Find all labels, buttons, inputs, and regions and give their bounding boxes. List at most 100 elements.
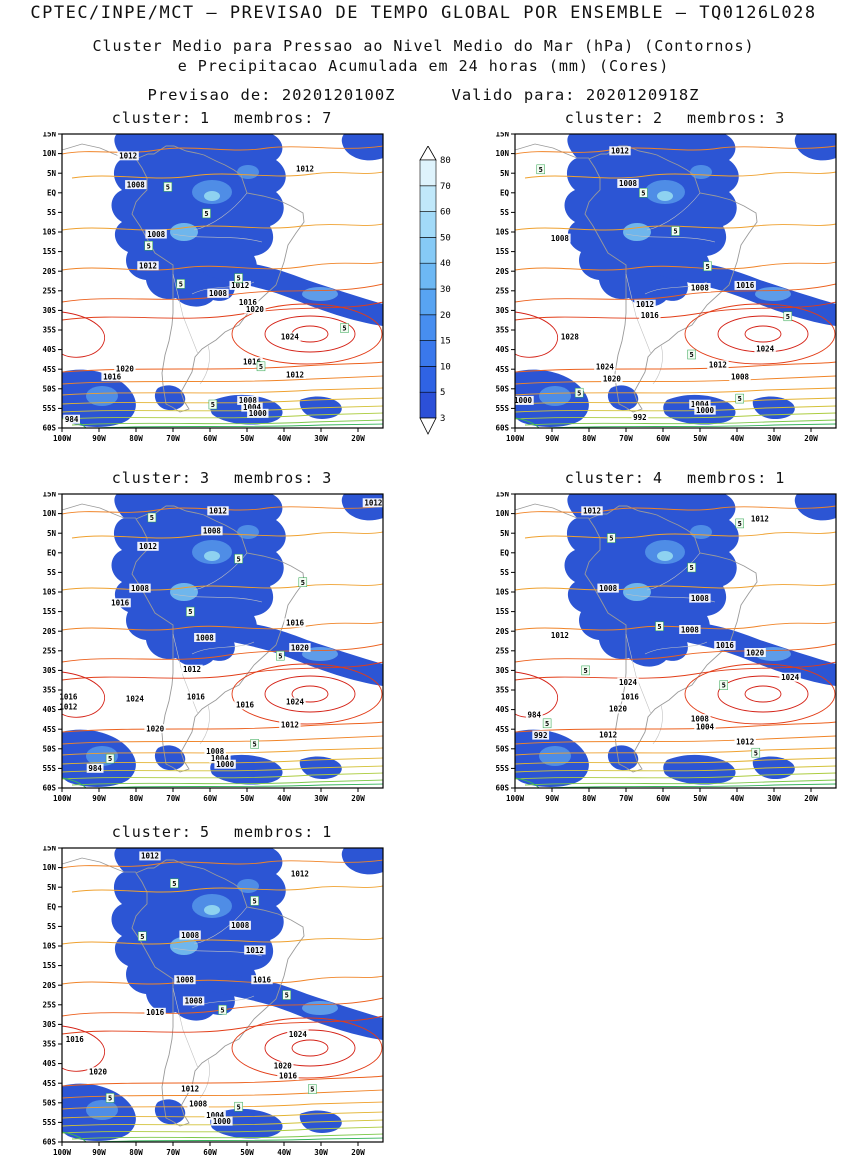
precip-contour-label: 5 bbox=[308, 1084, 317, 1094]
pressure-label: 1012 bbox=[284, 370, 306, 379]
lat-tick-label: 15N bbox=[42, 846, 56, 853]
lat-tick-label: 15N bbox=[42, 492, 56, 499]
isobar-contour bbox=[515, 311, 558, 358]
lat-tick-label: 35S bbox=[42, 326, 56, 335]
precipitation-area bbox=[202, 975, 383, 1040]
pressure-label: 1020 bbox=[244, 304, 266, 314]
lat-tick-label: 45S bbox=[42, 725, 56, 734]
svg-text:1008: 1008 bbox=[127, 180, 146, 189]
svg-text:5: 5 bbox=[172, 880, 176, 888]
svg-text:1008: 1008 bbox=[185, 997, 204, 1006]
cluster-number: 4 bbox=[652, 469, 663, 487]
lon-tick-label: 40W bbox=[277, 434, 291, 443]
pressure-label: 1008 bbox=[207, 288, 229, 298]
isobar-contour bbox=[62, 375, 383, 385]
coastline-central-america bbox=[515, 503, 589, 519]
isobar-contour bbox=[544, 423, 836, 428]
svg-text:5: 5 bbox=[147, 242, 151, 250]
isobar-contour bbox=[62, 311, 105, 358]
lon-tick-label: 30W bbox=[314, 1148, 328, 1157]
colorbar-segment bbox=[419, 288, 437, 316]
lat-tick-label: 55S bbox=[495, 404, 509, 413]
pressure-label: 1008 bbox=[689, 283, 711, 292]
lat-tick-label: 35S bbox=[42, 686, 56, 695]
isobar-contour bbox=[515, 397, 836, 405]
colorbar-segment bbox=[419, 185, 437, 212]
precip-contour-label: 5 bbox=[234, 1101, 243, 1112]
svg-text:5: 5 bbox=[545, 720, 549, 728]
lat-tick-label: 15S bbox=[495, 607, 509, 616]
isobar-contour bbox=[71, 885, 383, 893]
pressure-label: 984 bbox=[525, 710, 543, 719]
isobar-contour-high bbox=[264, 675, 356, 713]
precip-contour-label: 5 bbox=[542, 718, 552, 729]
lat-tick-label: 40S bbox=[42, 705, 56, 714]
precipitation-area bbox=[202, 261, 383, 326]
lon-tick-label: 50W bbox=[240, 1148, 254, 1157]
pressure-label: 1016 bbox=[619, 692, 641, 702]
country-border bbox=[191, 641, 255, 655]
precip-contour-label: 5 bbox=[282, 990, 291, 1000]
svg-text:1016: 1016 bbox=[236, 701, 255, 710]
precip-contour-label: 5 bbox=[250, 896, 259, 906]
lat-tick-label: 30S bbox=[42, 1020, 56, 1029]
pressure-label: 1020 bbox=[607, 704, 629, 714]
svg-text:1016: 1016 bbox=[286, 619, 305, 628]
lon-tick-label: 90W bbox=[545, 434, 559, 443]
cluster-number: 1 bbox=[199, 109, 210, 127]
svg-text:1008: 1008 bbox=[691, 594, 710, 603]
colorbar-arrow-up bbox=[419, 145, 437, 161]
svg-text:5: 5 bbox=[140, 933, 144, 941]
svg-text:1008: 1008 bbox=[551, 234, 570, 243]
lat-tick-label: 10N bbox=[42, 149, 56, 158]
lat-tick-label: 15N bbox=[42, 132, 56, 139]
precip-contour-label: 5 bbox=[783, 311, 793, 322]
country-border bbox=[646, 552, 701, 591]
svg-text:5: 5 bbox=[310, 1086, 314, 1094]
isobar-contour bbox=[62, 772, 383, 780]
isobar-contour bbox=[71, 531, 383, 539]
country-border bbox=[172, 593, 263, 603]
forecast-panel-cluster-2: cluster: 2 membros: 3 1012 1008 1008 1016 1008 10… bbox=[482, 106, 842, 454]
isobar-contour bbox=[62, 1089, 383, 1099]
svg-text:1012: 1012 bbox=[611, 147, 629, 156]
svg-text:5: 5 bbox=[583, 667, 587, 675]
svg-text:1004: 1004 bbox=[696, 722, 715, 731]
precip-contour-label: 5 bbox=[170, 878, 179, 889]
svg-text:1020: 1020 bbox=[746, 648, 765, 657]
country-border bbox=[172, 233, 263, 243]
svg-text:1008: 1008 bbox=[189, 1099, 208, 1108]
subtitle-line1: Cluster Medio para Pressao ao Nivel Medi… bbox=[92, 37, 755, 55]
lon-tick-label: 80W bbox=[582, 794, 596, 803]
lat-tick-label: 10S bbox=[42, 588, 56, 597]
country-border bbox=[646, 192, 701, 231]
pressure-label: 1012 bbox=[117, 151, 139, 161]
svg-text:1000: 1000 bbox=[249, 409, 268, 418]
lat-tick-label: 60S bbox=[495, 784, 509, 793]
country-border bbox=[191, 995, 255, 1009]
lat-tick-label: 30S bbox=[495, 666, 509, 675]
svg-text:1000: 1000 bbox=[213, 1117, 232, 1126]
svg-text:5: 5 bbox=[220, 1006, 224, 1014]
svg-text:5: 5 bbox=[278, 652, 282, 660]
map-frame bbox=[61, 493, 384, 789]
isobar-contour bbox=[91, 1137, 383, 1142]
lat-tick-label: 15S bbox=[42, 607, 56, 616]
svg-text:1008: 1008 bbox=[147, 230, 166, 239]
cluster-map-svg: 1012 1008 1008 1016 1008 1012 1016 1028 1024 1012… bbox=[495, 130, 837, 443]
lat-tick-label: 20S bbox=[42, 627, 56, 636]
svg-text:5: 5 bbox=[577, 389, 581, 397]
isobar-contour bbox=[515, 405, 836, 413]
svg-text:5: 5 bbox=[236, 275, 240, 283]
pressure-label: 1016 bbox=[251, 975, 273, 985]
pressure-label: 1024 bbox=[279, 332, 301, 342]
pressure-label: 1016 bbox=[109, 598, 131, 608]
lon-tick-label: 20W bbox=[351, 1148, 365, 1157]
country-border bbox=[644, 641, 708, 655]
pressure-label: 1016 bbox=[284, 618, 306, 628]
pressure-label: 1000 bbox=[214, 759, 236, 769]
precipitation-area-light bbox=[170, 223, 198, 241]
colorbar-arrow-down bbox=[419, 417, 437, 435]
lat-tick-label: 50S bbox=[42, 384, 56, 393]
svg-text:5: 5 bbox=[252, 898, 256, 906]
